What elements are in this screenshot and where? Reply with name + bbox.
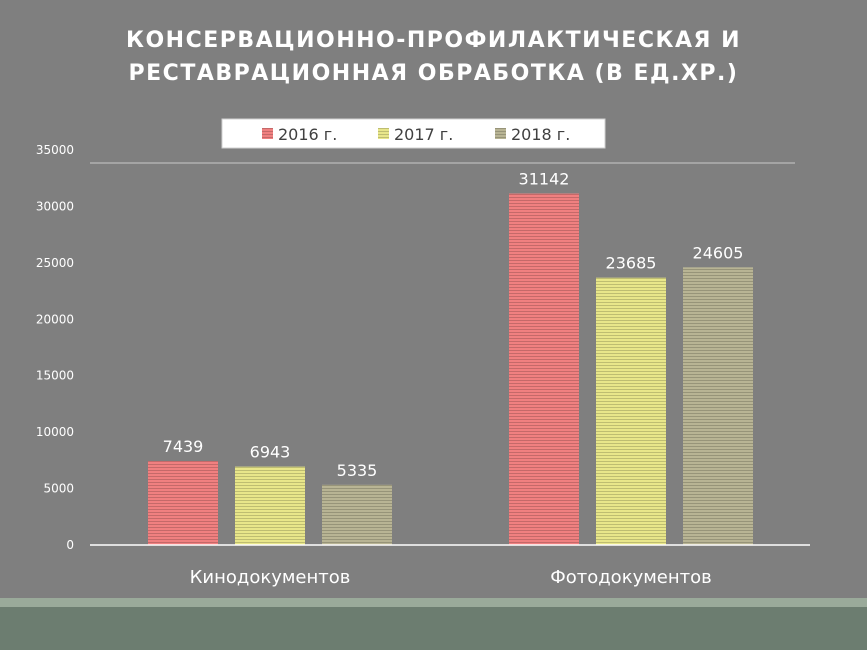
legend-label-1: 2017 г. [394,125,453,144]
legend: 2016 г. 2017 г. 2018 г. [90,118,795,164]
y-tick-label: 20000 [36,312,74,326]
bar-0-2 [322,484,392,545]
y-tick-label: 25000 [36,256,74,270]
chart-title-line-1: КОНСЕРВАЦИОННО-ПРОФИЛАКТИЧЕСКАЯ И [125,28,741,53]
legend-label-2: 2018 г. [511,125,570,144]
data-label-0-1: 6943 [250,443,291,462]
x-axis: Кинодокументов Фотодокументов [90,544,810,588]
bar-1-2 [683,267,753,545]
y-tick-label: 30000 [36,199,74,213]
footer-stripe [0,598,867,607]
legend-label-0: 2016 г. [278,125,337,144]
data-label-1-1: 23685 [606,254,657,273]
chart-title: КОНСЕРВАЦИОННО-ПРОФИЛАКТИЧЕСКАЯ И РЕСТАВ… [0,24,867,90]
bar-1-1 [596,277,666,545]
x-category-label-1: Фотодокументов [550,567,712,588]
bars: 7439 6943 5335 31142 23685 24605 [148,170,753,545]
y-axis: 0 5000 10000 15000 20000 25000 30000 35000 [36,143,74,552]
footer-band [0,607,867,650]
y-tick-label: 10000 [36,425,74,439]
bar-0-1 [235,466,305,545]
data-label-0-0: 7439 [163,437,204,456]
bar-1-0 [509,193,579,545]
data-label-1-0: 31142 [519,170,570,189]
x-category-label-0: Кинодокументов [190,567,351,588]
chart-title-line-2: РЕСТАВРАЦИОННАЯ ОБРАБОТКА (В ЕД.ХР.) [128,61,739,86]
bar-0-0 [148,461,218,545]
data-label-0-2: 5335 [337,461,378,480]
y-tick-label: 15000 [36,369,74,383]
data-label-1-2: 24605 [693,243,744,262]
legend-box [221,118,606,149]
legend-swatch-0 [262,128,273,139]
bar-chart: 2016 г. 2017 г. 2018 г. 0 5000 10000 15000 200… [36,118,810,588]
y-tick-label: 5000 [43,482,74,496]
y-tick-label: 0 [66,538,74,552]
legend-swatch-1 [378,128,389,139]
y-tick-label: 35000 [36,143,74,157]
legend-swatch-2 [495,128,506,139]
